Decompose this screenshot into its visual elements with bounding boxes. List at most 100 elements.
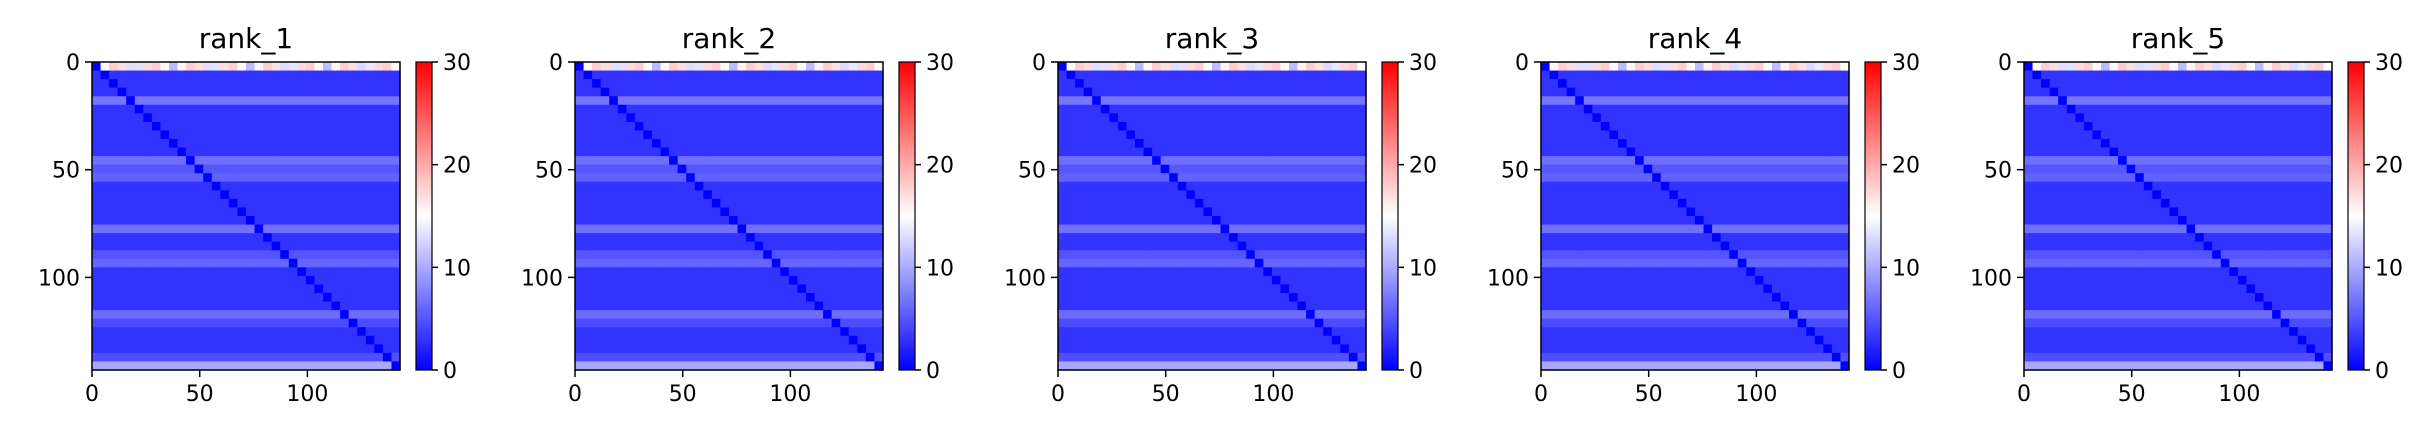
heatmap-cell [1331,87,1341,97]
heatmap-cell [1186,147,1196,157]
heatmap-cell [711,190,722,200]
heatmap-cell [382,96,393,106]
heatmap-cell [1348,335,1359,345]
heatmap-cell [1143,113,1153,123]
heatmap-cell [617,310,627,320]
heatmap-cell [109,164,119,174]
heatmap-cell [626,250,636,260]
heatmap-cell [1075,327,1085,337]
heatmap-cell [711,241,722,251]
heatmap-cell [314,224,324,234]
heatmap-cell [1289,130,1299,140]
heatmap-cell [288,87,298,97]
heatmap-cell [823,121,833,132]
heatmap-cell [194,284,204,294]
heatmap-cell [1772,139,1782,149]
heatmap-cell [1297,96,1307,106]
heatmap-cell [1066,104,1076,114]
heatmap-cell [288,275,298,286]
heatmap-cell [263,344,273,354]
heatmap-cell [1229,190,1239,200]
heatmap-cell [669,173,679,183]
heatmap-cell [109,258,119,268]
heatmap-cell [1789,275,1799,286]
heatmap-cell [1331,173,1341,183]
heatmap-cell [1660,224,1670,234]
heatmap-cell [220,139,230,149]
heatmap-cell [1340,284,1350,294]
heatmap-cell [1618,241,1628,251]
heatmap-cell [797,113,807,123]
heatmap-cell [271,79,281,89]
heatmap-cell [1677,207,1688,217]
heatmap-cell [763,207,773,217]
heatmap-cell [1652,62,1662,72]
heatmap-cell [1289,293,1299,303]
heatmap-cell [763,258,773,268]
heatmap-cell [857,293,867,303]
heatmap-cell [1677,181,1688,191]
heatmap-cell [874,224,884,234]
heatmap-cell [1703,96,1713,106]
heatmap-cell [1143,284,1153,294]
heatmap-cell [1169,361,1179,371]
heatmap-cell [1186,121,1196,132]
heatmap-cell [1177,96,1187,106]
heatmap-cell [797,190,807,200]
heatmap-cell [703,156,713,166]
heatmap-cell [1592,301,1602,311]
heatmap-cell [643,250,653,260]
heatmap-cell [357,113,367,123]
heatmap-cell [1117,181,1128,191]
heatmap-cell [1289,267,1299,277]
heatmap-cell [686,233,696,243]
heatmap-cell [865,318,876,328]
heatmap-cell [1660,198,1670,209]
heatmap-cell [1092,96,1102,106]
heatmap-cell [126,130,136,140]
heatmap-cell [1720,250,1730,260]
heatmap-cell [391,293,401,303]
heatmap-cell [652,284,662,294]
heatmap-cell [280,233,290,243]
heatmap-cell [1280,284,1290,294]
heatmap-cell [1246,96,1256,106]
heatmap-cell [1203,139,1213,149]
heatmap-cell [1763,207,1773,217]
heatmap-cell [1566,267,1576,277]
heatmap-cell [1100,87,1110,97]
heatmap-cell [271,318,281,328]
heatmap-cell [857,233,867,243]
heatmap-cell [660,344,670,354]
heatmap-cell [169,139,179,149]
heatmap-cell [746,361,756,371]
heatmap-cell [1058,335,1068,345]
heatmap-cell [228,224,239,234]
heatmap-cell [840,62,850,72]
heatmap-cell [305,310,316,320]
heatmap-cell [694,87,704,97]
heatmap-cell [1797,70,1807,80]
heatmap-cell [1823,241,1833,251]
heatmap-cell [134,284,144,294]
heatmap-cell [1652,250,1662,260]
heatmap-cell [1109,87,1119,97]
heatmap-cell [600,70,610,80]
heatmap-cell [151,70,162,80]
heatmap-cell [1754,139,1765,149]
heatmap-cell [857,181,867,191]
heatmap-cell [1695,104,1705,114]
heatmap-cell [109,361,119,371]
heatmap-cell [143,335,153,345]
heatmap-cell [643,284,653,294]
heatmap-cell [280,207,290,217]
heatmap-cell [1780,79,1790,89]
heatmap-cell [711,352,722,363]
heatmap-cell [160,147,170,157]
heatmap-cell [669,87,679,97]
heatmap-cell [703,181,713,191]
heatmap-cell [720,267,730,277]
heatmap-cell [1152,224,1162,234]
heatmap-cell [194,181,204,191]
heatmap-cell [288,293,298,303]
